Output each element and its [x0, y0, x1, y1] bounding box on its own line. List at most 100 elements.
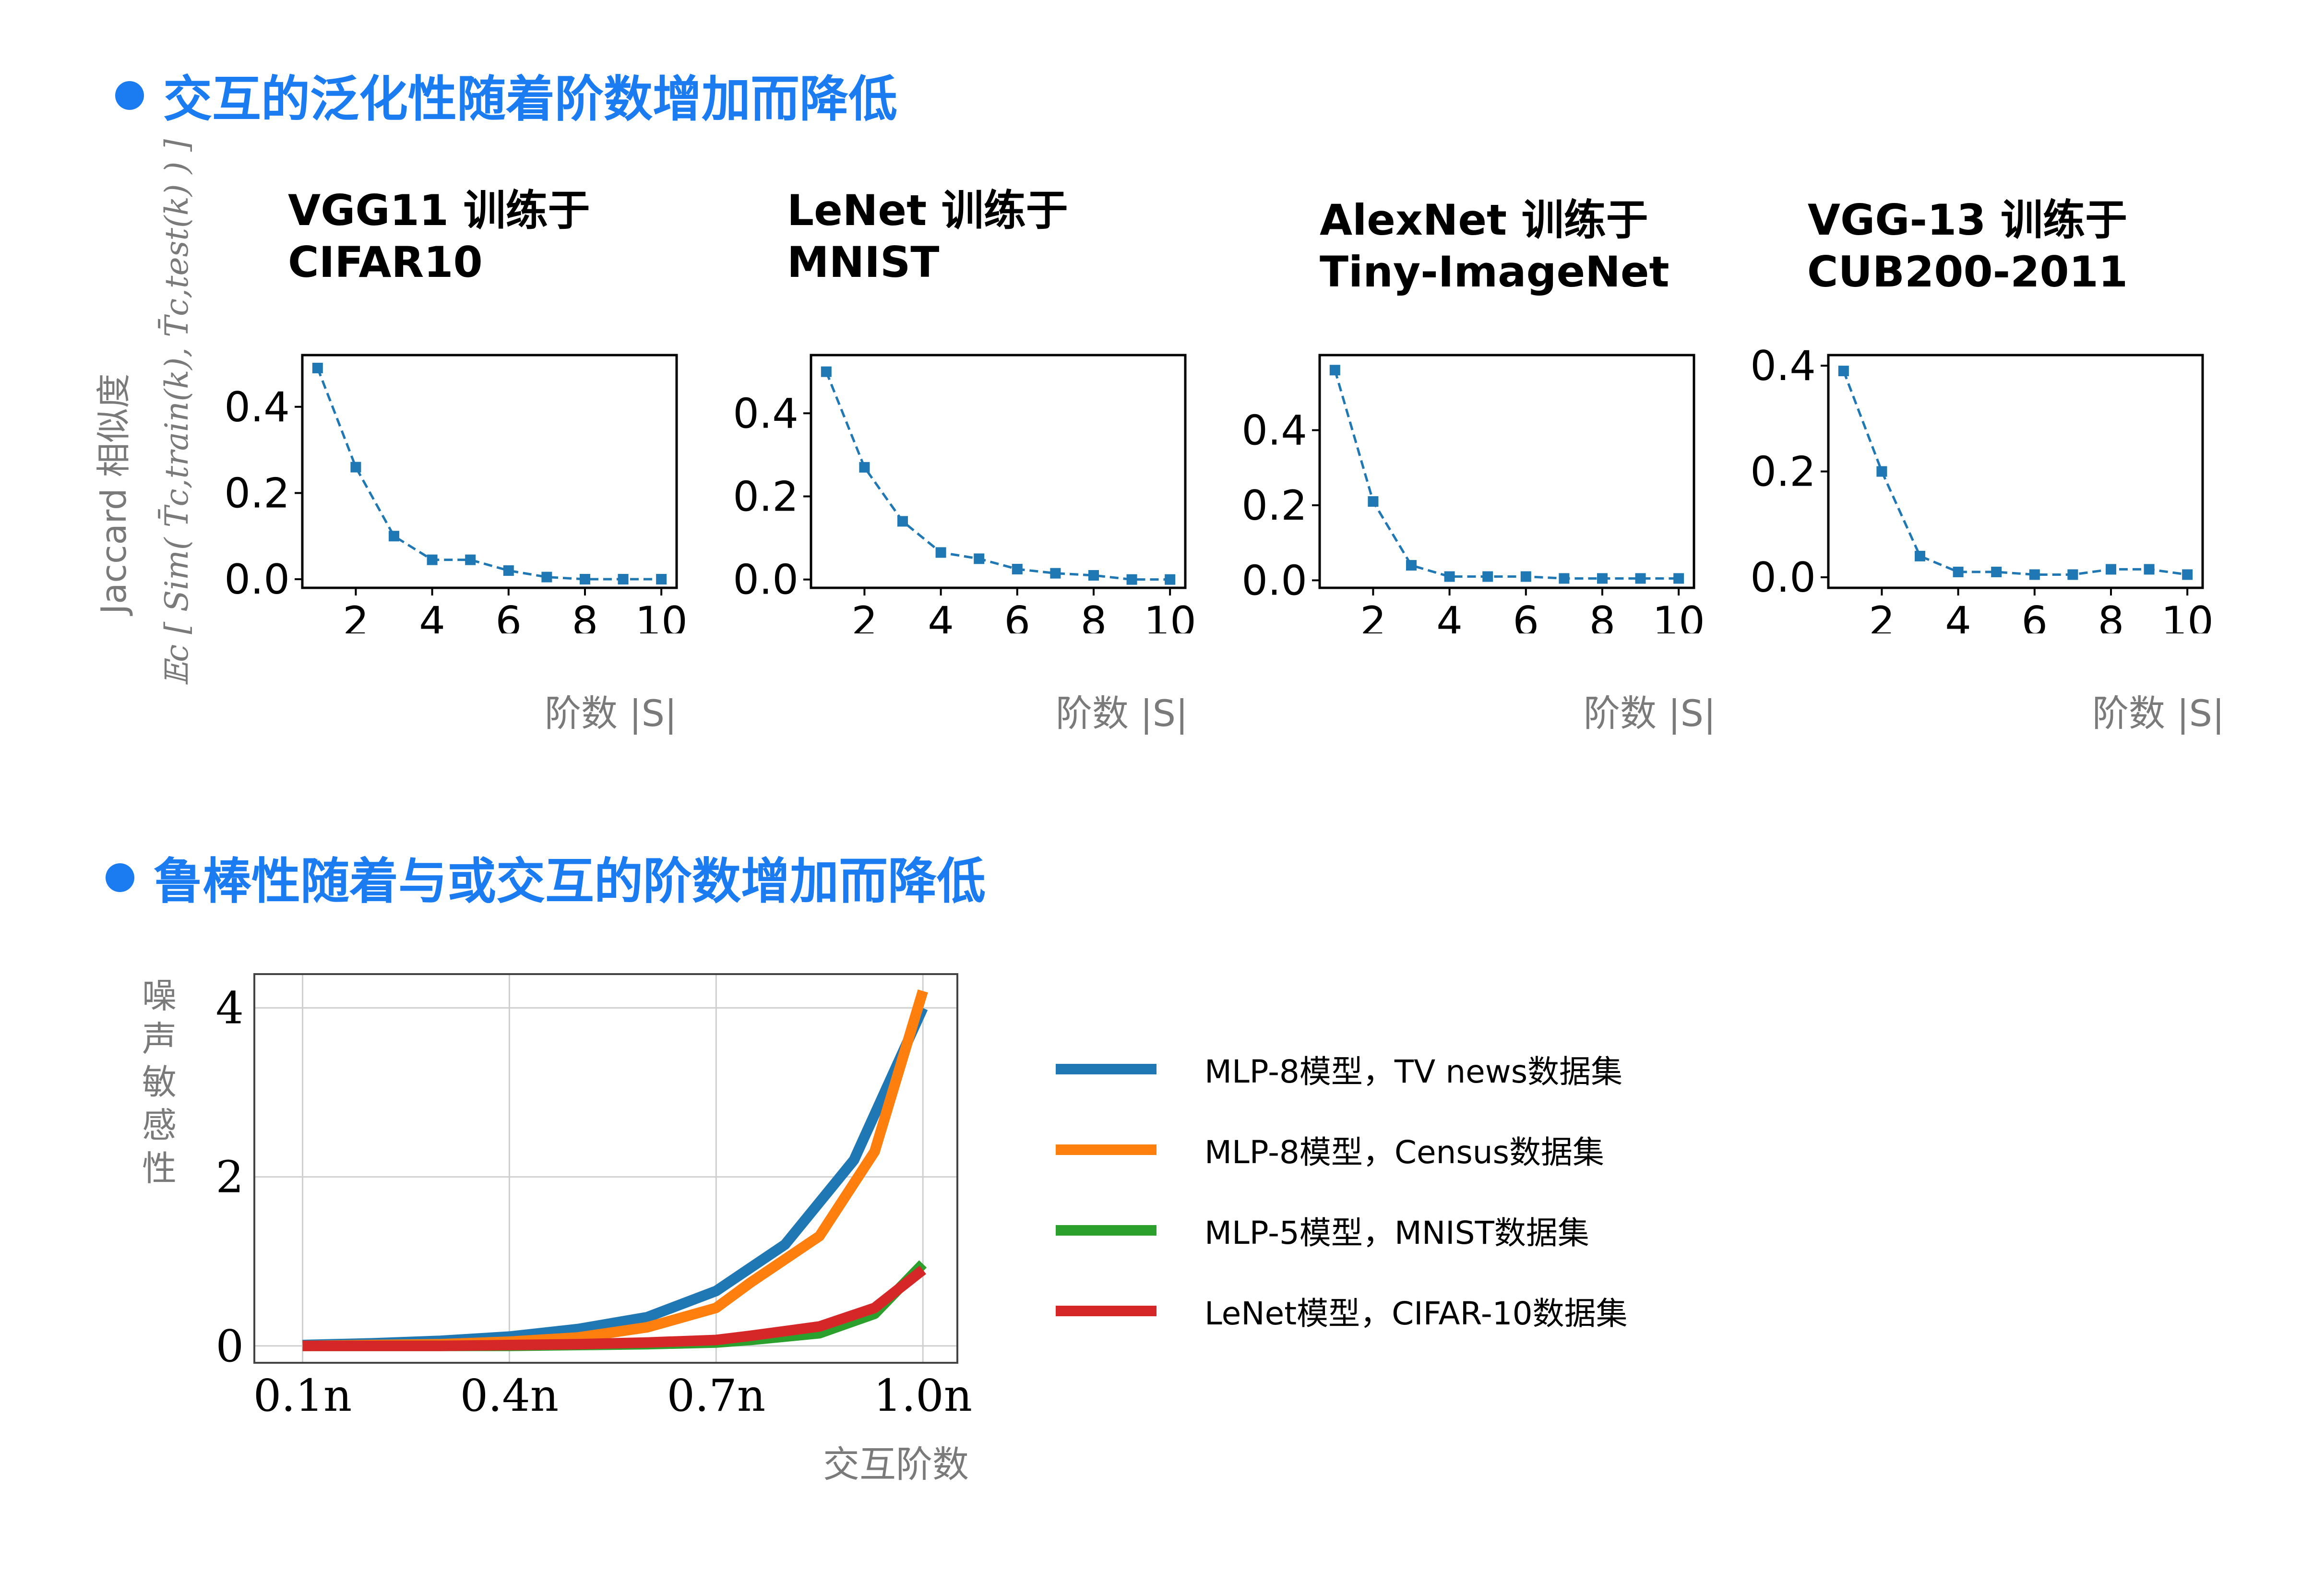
data-point [821, 366, 832, 377]
legend-label: MLP-5模型，MNIST数据集 [1204, 1215, 1589, 1251]
x-tick-label: 6 [2021, 598, 2048, 633]
x-tick-label: 4 [1436, 598, 1463, 633]
legend-item-census: MLP-8模型，Census数据集 [1056, 1127, 1604, 1173]
data-point [1482, 571, 1493, 582]
legend-swatch [1056, 1306, 1156, 1316]
panel-2-title-line-2: MNIST [787, 238, 940, 287]
panel-3-title-line-1: AlexNet 训练于 [1320, 195, 1648, 245]
data-point [1876, 466, 1887, 477]
data-point [541, 572, 552, 583]
x-tick-label: 2 [1360, 598, 1386, 633]
plot-frame [810, 354, 1187, 589]
y-tick-label: 0.4 [1750, 345, 1816, 390]
bottom-y-label-char: 性 [142, 1148, 177, 1189]
data-point [427, 554, 438, 565]
x-tick-label: 6 [1004, 598, 1030, 633]
legend-label: MLP-8模型，TV news数据集 [1204, 1053, 1623, 1090]
data-point [1991, 566, 2002, 577]
legend-label: MLP-8模型，Census数据集 [1204, 1134, 1604, 1171]
x-tick-label: 4 [419, 598, 445, 633]
legend-swatch [1056, 1064, 1156, 1074]
data-point [312, 362, 323, 373]
data-point [1597, 573, 1608, 584]
y-tick-label: 0.2 [1241, 482, 1307, 530]
shared-y-label: Jaccard 相似度 [94, 373, 134, 614]
chart-lenet-mnist: 0.0 0.2 0.4 2 4 6 8 10 [733, 354, 1196, 633]
x-tick-label: 8 [1589, 598, 1616, 633]
data-point [2182, 569, 2193, 580]
bottom-y-label-char: 感 [142, 1105, 177, 1145]
legend: MLP-8模型，TV news数据集 MLP-8模型，Census数据集 MLP… [1056, 1046, 1728, 1382]
shared-y-label-formula: 𝔼c [ Sim( T̄c,train(k), T̄c,test(k) ) ] [158, 139, 195, 686]
panel-4-title: VGG-13 训练于 CUB200-2011 [1800, 194, 2135, 298]
y-tick-label: 0.2 [224, 469, 290, 517]
chart-alexnet-tinyimagenet: 0.0 0.2 0.4 2 4 6 8 10 [1241, 354, 1705, 633]
panel-1-title-line-2: CIFAR10 [288, 238, 483, 287]
bullet-icon [115, 81, 144, 110]
x-tick-label: 10 [1144, 598, 1196, 633]
x-tick-label: 0.4n [460, 1370, 559, 1420]
y-tick-label: 0.0 [1241, 557, 1307, 605]
x-tick-label: 4 [928, 598, 954, 633]
data-point [1088, 570, 1099, 581]
series-line-1 [302, 989, 928, 1351]
chart-vgg11-cifar10: 0.0 0.2 0.4 2 4 6 8 10 [224, 354, 688, 633]
panel-1-title-line-1: VGG11 训练于 [288, 186, 590, 235]
x-tick-label: 2 [851, 598, 878, 633]
legend-item-mnist: MLP-5模型，MNIST数据集 [1056, 1207, 1589, 1253]
series-line [1334, 369, 1679, 580]
panel-3-title: AlexNet 训练于 Tiny-ImageNet [1320, 194, 1669, 298]
panel-4-xlabel: 阶数 |S| [2092, 692, 2225, 735]
y-tick-label: 0.4 [733, 390, 799, 438]
data-point [2067, 569, 2078, 580]
bottom-y-label: 噪 声 敏 感 性 [140, 974, 179, 1190]
data-point [1050, 568, 1061, 579]
x-tick-label: 1.0n [873, 1370, 972, 1420]
data-point [2105, 564, 2116, 575]
section-1-title: 交互的泛化性随着阶数增加而降低 [115, 60, 897, 131]
data-point [618, 574, 629, 585]
panel-2-title-line-1: LeNet 训练于 [787, 186, 1068, 235]
legend-swatch [1056, 1225, 1156, 1236]
series-line [316, 368, 662, 581]
section-1-title-text: 交互的泛化性随着阶数增加而降低 [163, 71, 897, 128]
y-tick-label: 0.2 [1750, 448, 1816, 496]
bullet-icon [106, 863, 134, 892]
x-tick-label: 4 [1945, 598, 1971, 633]
section-2-title-text: 鲁棒性随着与或交互的阶数增加而降低 [154, 853, 986, 910]
y-tick-label: 0.4 [224, 383, 290, 431]
data-point [1635, 573, 1646, 584]
x-tick-label: 8 [572, 598, 598, 633]
x-tick-label: 2 [1869, 598, 1895, 633]
panel-1-title: VGG11 训练于 CIFAR10 [288, 185, 590, 288]
legend-item-cifar: LeNet模型，CIFAR-10数据集 [1056, 1288, 1628, 1334]
y-tick-label: 0 [215, 1321, 244, 1372]
data-point [2029, 569, 2040, 580]
data-point [1673, 573, 1684, 584]
x-tick-label: 2 [343, 598, 369, 633]
y-tick-label: 0.0 [224, 556, 290, 604]
x-tick-label: 8 [1081, 598, 1107, 633]
data-point [1012, 564, 1023, 575]
panel-4-title-line-2: CUB200-2011 [1807, 247, 2128, 297]
data-point [1444, 571, 1455, 582]
data-point [935, 547, 946, 558]
data-point [1406, 560, 1417, 571]
data-point [1915, 550, 1926, 561]
x-tick-label: 8 [2098, 598, 2124, 633]
y-tick-label: 0.0 [1750, 554, 1816, 602]
data-point [503, 565, 514, 576]
section-2-title: 鲁棒性随着与或交互的阶数增加而降低 [106, 842, 986, 913]
plot-frame [1318, 354, 1695, 589]
x-tick-label: 0.7n [667, 1370, 766, 1420]
series-line [1842, 370, 2188, 576]
legend-swatch [1056, 1144, 1156, 1155]
data-point [2144, 564, 2155, 575]
chart-noise-sensitivity: 0 2 4 0.1n 0.4n 0.7n 1.0n [215, 973, 972, 1420]
data-point [897, 516, 908, 527]
y-tick-label: 2 [215, 1152, 244, 1203]
data-point [1329, 365, 1340, 376]
bottom-y-label-char: 声 [142, 1019, 177, 1059]
legend-item-tv-news: MLP-8模型，TV news数据集 [1056, 1046, 1622, 1092]
series-line-3 [302, 1265, 926, 1351]
